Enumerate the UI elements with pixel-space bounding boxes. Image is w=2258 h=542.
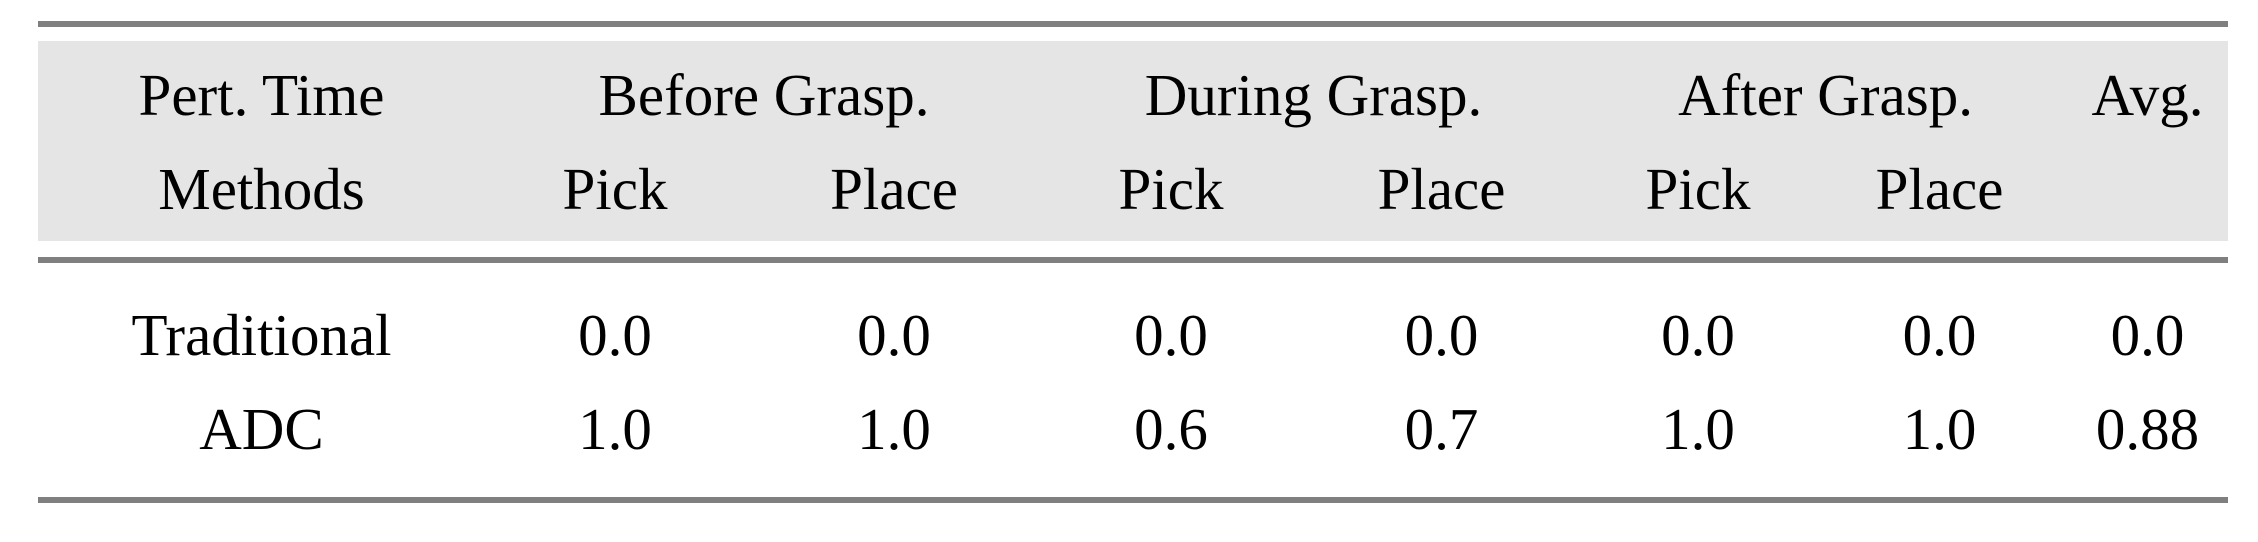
results-table-container: Pert. Time Before Grasp. During Grasp. A…: [38, 21, 2229, 503]
header-stub-pert-time: Pert. Time: [38, 41, 485, 143]
row-label-adc: ADC: [199, 395, 324, 462]
cell-traditional-after-place: 0.0: [1902, 301, 1977, 368]
header-sub-during-pick: Pick: [1043, 143, 1299, 241]
spacer-after-top-rule: [38, 27, 2228, 41]
cell-traditional-avg: 0.0: [2110, 301, 2185, 368]
header-sub-avg-empty: [2067, 143, 2229, 241]
header-sub-during-place: Place: [1299, 143, 1584, 241]
cell-traditional-before-pick: 0.0: [578, 301, 652, 368]
cell-adc-before-pick: 1.0: [578, 395, 652, 462]
cell-traditional-before-place: 0.0: [857, 301, 931, 368]
header-group-during-grasp: During Grasp.: [1043, 41, 1584, 143]
header-sub-after-pick: Pick: [1584, 143, 1812, 241]
cell-adc-after-pick: 1.0: [1661, 395, 1735, 462]
results-table-header: Pert. Time Before Grasp. During Grasp. A…: [38, 41, 2229, 241]
cell-adc-after-place: 1.0: [1902, 395, 1977, 462]
spacer-before-bottom-rule: [38, 475, 2228, 497]
header-stub-methods: Methods: [38, 143, 485, 241]
spacer-after-mid-rule: [38, 263, 2228, 281]
table-row: ADC 1.0 1.0 0.6 0.7 1.0 1.0 0.88: [38, 381, 2228, 475]
results-table-body: Traditional 0.0 0.0 0.0 0.0 0.0 0.0 0.0 …: [38, 281, 2228, 475]
header-row-subheaders: Methods Pick Place Pick Place Pick Place: [38, 143, 2229, 241]
table-bottom-rule: [38, 497, 2228, 503]
header-group-avg: Avg.: [2067, 41, 2229, 143]
table-row: Traditional 0.0 0.0 0.0 0.0 0.0 0.0 0.0: [38, 281, 2228, 381]
spacer-before-mid-rule: [38, 241, 2228, 257]
cell-adc-before-place: 1.0: [857, 395, 931, 462]
cell-adc-avg: 0.88: [2095, 395, 2200, 462]
cell-traditional-during-place: 0.0: [1404, 301, 1479, 368]
cell-adc-during-pick: 0.6: [1134, 395, 1208, 462]
table-mid-rule: [38, 257, 2228, 263]
cell-traditional-after-pick: 0.0: [1661, 301, 1735, 368]
header-sub-after-place: Place: [1812, 143, 2068, 241]
cell-adc-during-place: 0.7: [1404, 395, 1479, 462]
table-top-rule: [38, 21, 2228, 27]
header-row-groups: Pert. Time Before Grasp. During Grasp. A…: [38, 41, 2229, 143]
header-sub-before-place: Place: [745, 143, 1043, 241]
header-group-before-grasp: Before Grasp.: [485, 41, 1043, 143]
header-sub-before-pick: Pick: [485, 143, 745, 241]
header-group-after-grasp: After Grasp.: [1584, 41, 2068, 143]
row-label-traditional: Traditional: [131, 301, 392, 368]
cell-traditional-during-pick: 0.0: [1134, 301, 1208, 368]
